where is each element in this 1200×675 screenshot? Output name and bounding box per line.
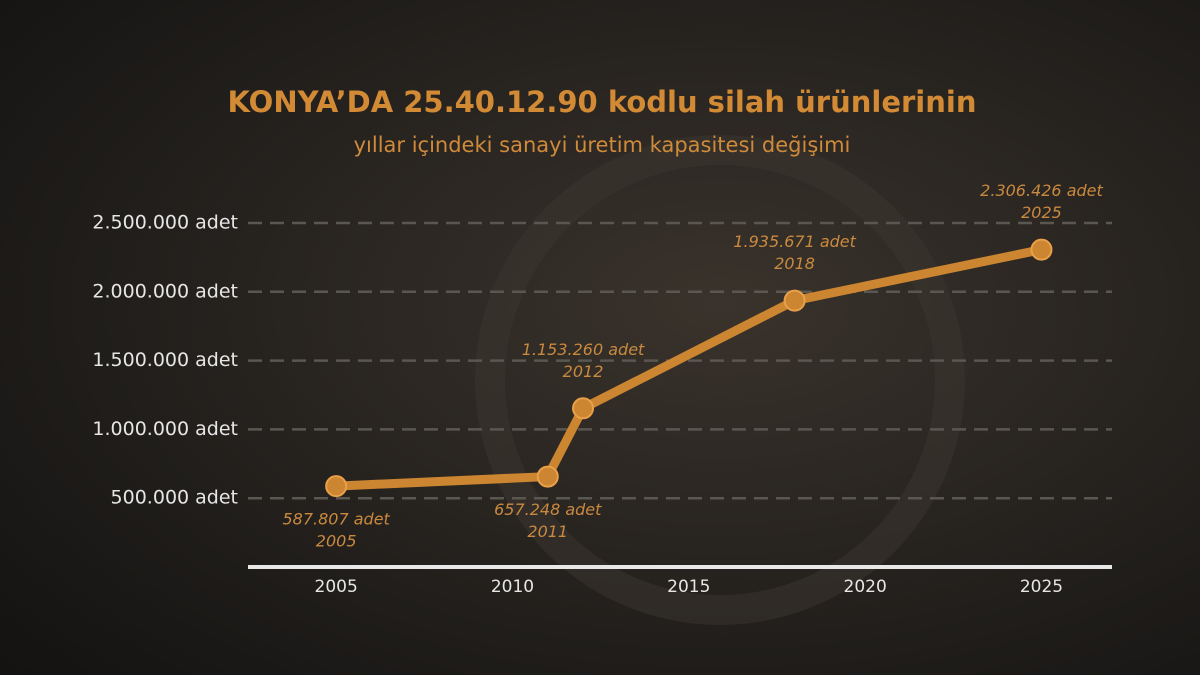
x-tick-label: 2025 (1020, 577, 1063, 597)
value-label: 1.153.260 adet (522, 340, 645, 359)
chart-subtitle: yıllar içindeki sanayi üretim kapasitesi… (354, 133, 851, 157)
data-point (572, 397, 595, 420)
value-label: 1.935.671 adet (733, 232, 856, 251)
value-label: 657.248 adet (494, 500, 602, 519)
chart-title: KONYA’DA 25.40.12.90 kodlu silah ürünler… (228, 85, 977, 119)
value-year-label: 2012 (563, 362, 604, 381)
y-tick-label: 1.500.000 adet (92, 349, 238, 371)
x-tick-label: 2015 (667, 577, 710, 597)
value-year-label: 2011 (527, 522, 568, 541)
x-tick-label: 2005 (315, 577, 358, 597)
data-point (1030, 238, 1053, 261)
value-year-label: 2005 (316, 532, 357, 551)
data-point (783, 289, 806, 312)
y-tick-label: 2.500.000 adet (92, 212, 238, 234)
x-tick-label: 2020 (844, 577, 887, 597)
data-point (325, 475, 348, 498)
value-label: 587.807 adet (282, 510, 390, 529)
value-label: 2.306.426 adet (980, 181, 1103, 200)
x-tick-label: 2010 (491, 577, 534, 597)
value-year-label: 2018 (774, 254, 815, 273)
y-tick-label: 500.000 adet (111, 487, 238, 509)
y-tick-label: 1.000.000 adet (92, 418, 238, 440)
value-year-label: 2025 (1021, 203, 1062, 222)
data-point (536, 465, 559, 488)
y-tick-label: 2.000.000 adet (92, 280, 238, 302)
background-decor (475, 135, 965, 625)
